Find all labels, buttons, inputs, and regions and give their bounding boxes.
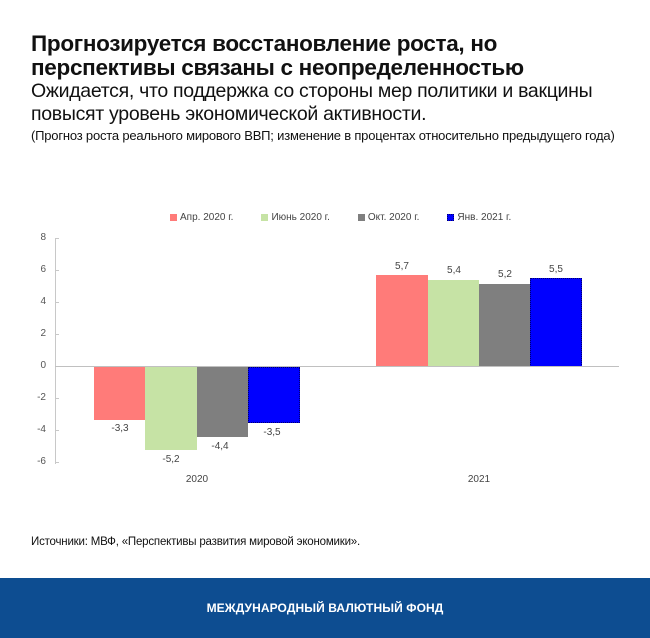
legend: Апр. 2020 г. Июнь 2020 г. Окт. 2020 г. Я… — [170, 212, 539, 223]
bar-value-label: -5,2 — [162, 454, 180, 465]
legend-item-jun-2020: Июнь 2020 г. — [261, 212, 330, 223]
y-tick-label: 2 — [40, 328, 46, 339]
y-tick-label: 0 — [40, 360, 46, 371]
bar-chart: 8 6 4 2 0 -2 -4 -6 -3,3 -5,2 -4,4 -3,5 5… — [37, 232, 619, 485]
bar-value-label: 5,7 — [395, 261, 409, 272]
y-axis-line — [55, 238, 56, 464]
legend-label: Апр. 2020 г. — [180, 212, 234, 223]
bar-value-label: 5,5 — [549, 264, 563, 275]
y-tick-mark — [55, 398, 59, 399]
y-tick-mark — [55, 430, 59, 431]
legend-label: Июнь 2020 г. — [271, 212, 330, 223]
source-note: Источники: МВФ, «Перспективы развития ми… — [31, 536, 361, 548]
legend-item-apr-2020: Апр. 2020 г. — [170, 212, 233, 223]
legend-swatch-icon — [447, 214, 455, 221]
bar-value-label: -4,4 — [211, 441, 229, 452]
chart-title: Прогнозируется восстановление роста, но … — [31, 31, 524, 80]
y-tick-label: -4 — [37, 424, 46, 435]
y-tick-label: -2 — [37, 392, 46, 403]
legend-label: Янв. 2021 г. — [457, 212, 512, 223]
footer-org-name: МЕЖДУНАРОДНЫЙ ВАЛЮТНЫЙ ФОНД — [206, 601, 444, 615]
legend-swatch-icon — [170, 214, 177, 221]
legend-swatch-icon — [357, 214, 365, 221]
y-tick-mark — [55, 302, 59, 303]
y-tick-label: 8 — [40, 232, 46, 243]
y-tick-label: 6 — [40, 264, 46, 275]
bar-2021-jun-2020 — [428, 280, 479, 367]
y-tick-mark — [55, 238, 59, 239]
y-tick-label: -6 — [37, 456, 46, 467]
x-axis-zero-line — [55, 366, 619, 367]
bar-value-label: 5,2 — [498, 269, 512, 280]
bar-2020-jan-2021 — [248, 367, 300, 423]
bar-value-label: 5,4 — [447, 265, 461, 276]
bar-value-label: -3,3 — [111, 423, 129, 434]
chart-note: (Прогноз роста реального мирового ВВП; и… — [31, 128, 615, 143]
bar-2020-jun-2020 — [145, 367, 197, 450]
bar-value-label: -3,5 — [263, 427, 281, 438]
bar-2021-jan-2021 — [530, 278, 582, 367]
legend-item-jan-2021: Янв. 2021 г. — [447, 212, 511, 223]
legend-label: Окт. 2020 г. — [367, 212, 420, 223]
bar-2020-oct-2020 — [197, 367, 248, 437]
footer-banner: МЕЖДУНАРОДНЫЙ ВАЛЮТНЫЙ ФОНД — [0, 578, 650, 638]
bar-2021-oct-2020 — [479, 284, 530, 367]
legend-item-oct-2020: Окт. 2020 г. — [357, 212, 420, 223]
bar-2020-apr-2020 — [94, 367, 145, 420]
x-category-label: 2020 — [185, 474, 209, 485]
y-tick-mark — [55, 334, 59, 335]
y-tick-label: 4 — [40, 296, 46, 307]
legend-swatch-icon — [261, 214, 269, 221]
bar-2021-apr-2020 — [376, 275, 428, 367]
chart-subtitle: Ожидается, что поддержка со стороны мер … — [31, 80, 593, 125]
y-tick-mark — [55, 462, 59, 463]
y-tick-mark — [55, 270, 59, 271]
x-category-label: 2021 — [467, 474, 491, 485]
